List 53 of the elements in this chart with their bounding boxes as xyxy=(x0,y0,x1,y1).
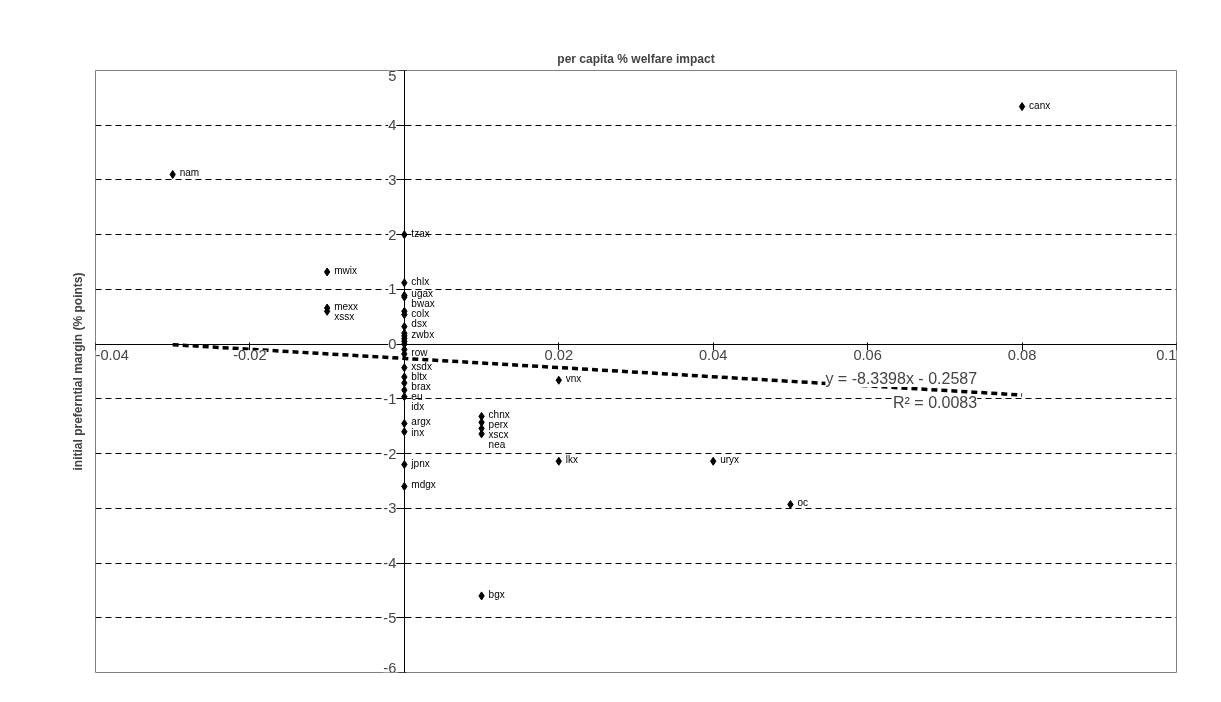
annotation: dsx xyxy=(411,318,427,330)
y-tick-label: -5 xyxy=(383,609,397,626)
annotation: canx xyxy=(1029,99,1051,111)
annotation: mdgx xyxy=(411,479,436,491)
annotation: chnx xyxy=(488,409,510,421)
annotation: mexx xyxy=(334,301,359,313)
x-tick-label: -0.04 xyxy=(95,347,129,364)
x-tick-label: 0.08 xyxy=(1007,347,1037,364)
y-tick-label: 5 xyxy=(388,67,397,84)
y-tick-label: -6 xyxy=(383,659,397,676)
annotation: nam xyxy=(179,167,200,179)
annotation: y = -8.3398x - 0.2587 xyxy=(825,370,978,388)
annotation: perx xyxy=(488,419,509,431)
y-tick-label: 0 xyxy=(388,336,397,353)
annotation: row xyxy=(411,346,429,358)
annotation: brax xyxy=(411,380,431,392)
y-tick-label: -4 xyxy=(383,555,397,572)
annotation: vnx xyxy=(565,373,582,385)
annotation: bgx xyxy=(488,588,505,600)
y-tick-label: 2 xyxy=(388,226,397,243)
x-tick-label: 0.06 xyxy=(853,347,882,364)
annotation: xscx xyxy=(488,429,509,441)
annotation: bwax xyxy=(411,298,435,310)
x-tick-label: 0.02 xyxy=(544,347,574,364)
chart-title: per capita % welfare impact xyxy=(557,51,715,66)
x-tick-label: 0.04 xyxy=(698,347,728,364)
y-tick-label: 1 xyxy=(388,281,397,298)
annotation: nea xyxy=(488,439,506,451)
annotation: R² = 0.0083 xyxy=(893,394,978,412)
y-tick-label: -2 xyxy=(383,445,397,462)
annotation: mwix xyxy=(334,264,357,276)
annotation: idx xyxy=(411,400,425,412)
y-tick-label: 4 xyxy=(388,117,397,134)
annotation: uryx xyxy=(720,454,740,466)
y-axis-title: initial preferntial margin (% points) xyxy=(70,272,85,471)
annotation: xssx xyxy=(334,311,355,323)
annotation: ugax xyxy=(411,288,434,300)
y-tick-label: -3 xyxy=(383,500,397,517)
annotation: bltx xyxy=(411,370,427,382)
y-tick-label: 3 xyxy=(388,171,397,188)
annotation: oc xyxy=(797,497,808,509)
annotation: zwbx xyxy=(411,328,435,340)
annotation: argx xyxy=(411,416,431,428)
annotation: eu xyxy=(411,390,423,402)
annotation: inx xyxy=(411,426,425,438)
annotation: jpnx xyxy=(410,457,430,469)
x-tick-label: 0.1 xyxy=(1156,347,1177,364)
x-tick-label: -0.02 xyxy=(233,347,267,364)
annotation: colx xyxy=(411,308,430,320)
y-tick-label: -1 xyxy=(383,390,397,407)
annotation: lkx xyxy=(565,454,579,466)
annotation: chlx xyxy=(411,275,430,287)
annotation: xsdx xyxy=(411,360,432,372)
